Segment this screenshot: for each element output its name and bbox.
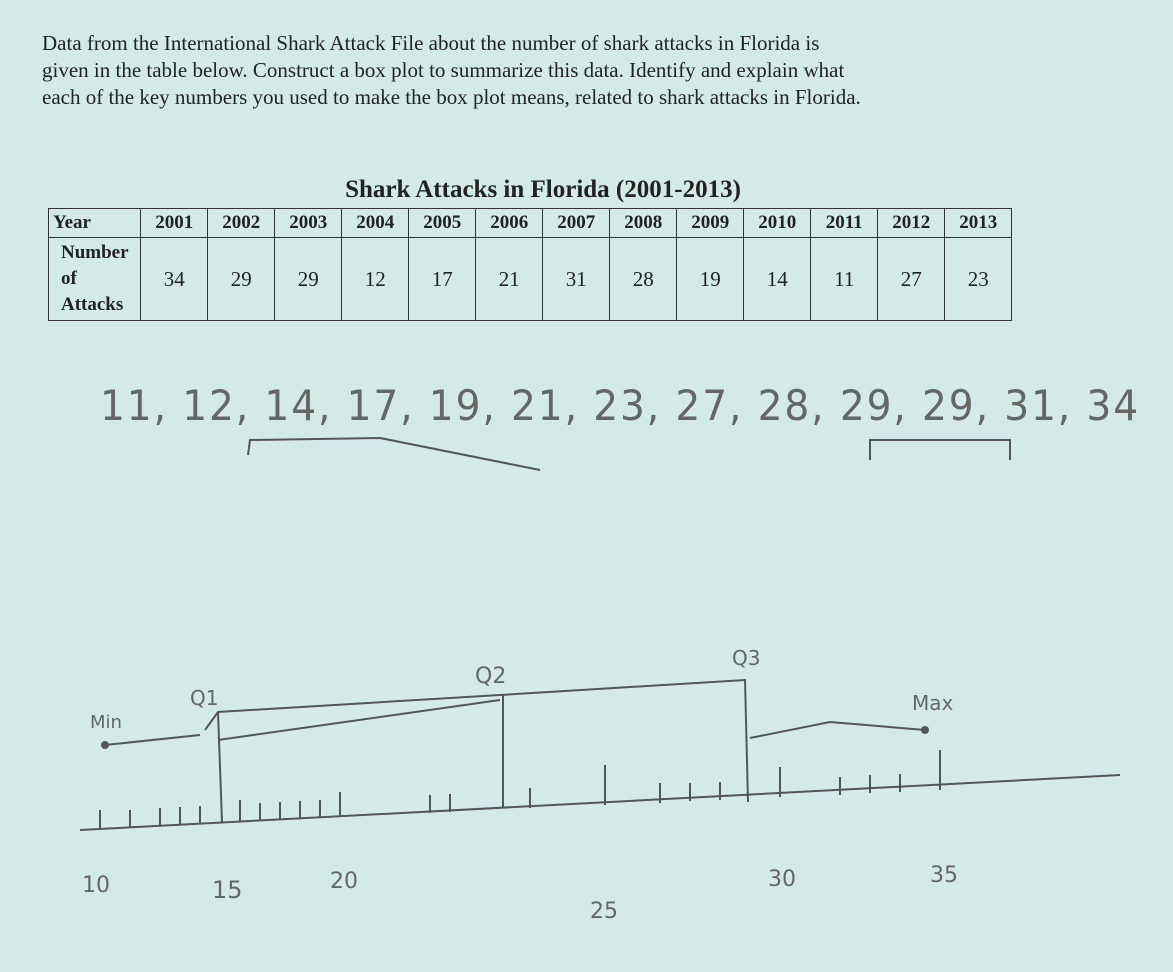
axis-label: 20	[330, 869, 358, 894]
year-cell: 2008	[609, 208, 678, 238]
box-plot-sketch	[104, 678, 926, 823]
problem-text: Data from the International Shark Attack…	[42, 30, 861, 111]
attacks-cell: 29	[274, 237, 343, 321]
problem-line: Data from the International Shark Attack…	[42, 31, 820, 55]
year-cell: 2004	[341, 208, 410, 238]
data-table: Year 2001 2002 2003 2004 2005 2006 2007 2008 2009…	[47, 208, 1013, 321]
year-cell: 2007	[542, 208, 611, 238]
label-q3: Q3	[732, 646, 760, 670]
year-cell: 2005	[408, 208, 477, 238]
attacks-cell: 19	[676, 237, 745, 321]
attacks-cell: 17	[408, 237, 477, 321]
axis-label: 15	[212, 876, 243, 904]
axis-label: 10	[82, 873, 110, 898]
label-q2: Q2	[475, 664, 506, 689]
axis-label: 25	[590, 899, 618, 924]
year-cell: 2009	[676, 208, 745, 238]
attacks-cell: 27	[877, 237, 946, 321]
sorted-list: 11, 12, 14, 17, 19, 21, 23, 27, 28, 29, …	[100, 381, 1140, 430]
table-title: Shark Attacks in Florida (2001-2013)	[345, 176, 741, 203]
tick-marks	[99, 750, 941, 830]
min-dot	[101, 741, 109, 749]
label-q1: Q1	[190, 686, 218, 710]
axis-label: 30	[768, 867, 796, 892]
year-cell: 2011	[810, 208, 879, 238]
scribble	[247, 436, 1011, 471]
attacks-cell: 14	[743, 237, 812, 321]
axis-label: 35	[930, 863, 958, 888]
label-min: Min	[90, 712, 122, 733]
year-cell: 2012	[877, 208, 946, 238]
year-cell: 2006	[475, 208, 544, 238]
problem-line: given in the table below. Construct a bo…	[42, 58, 845, 82]
label-max: Max	[912, 691, 954, 715]
attacks-cell: 34	[140, 237, 209, 321]
problem-line: each of the key numbers you used to make…	[42, 85, 861, 109]
attacks-cell: 21	[475, 237, 544, 321]
attacks-row: Number of Attacks 34 29 29 12 17 21 31 28 19 14 11 2…	[47, 237, 1013, 321]
year-cell: 2001	[140, 208, 209, 238]
attacks-cell: 11	[810, 237, 879, 321]
row-header: Number of Attacks	[47, 237, 142, 321]
attacks-cell: 12	[341, 237, 410, 321]
number-line	[79, 774, 1121, 831]
max-dot	[921, 726, 929, 734]
year-cell: 2013	[944, 208, 1013, 238]
year-row: Year 2001 2002 2003 2004 2005 2006 2007 2008 2009…	[47, 208, 1013, 238]
attacks-cell: 23	[944, 237, 1013, 321]
